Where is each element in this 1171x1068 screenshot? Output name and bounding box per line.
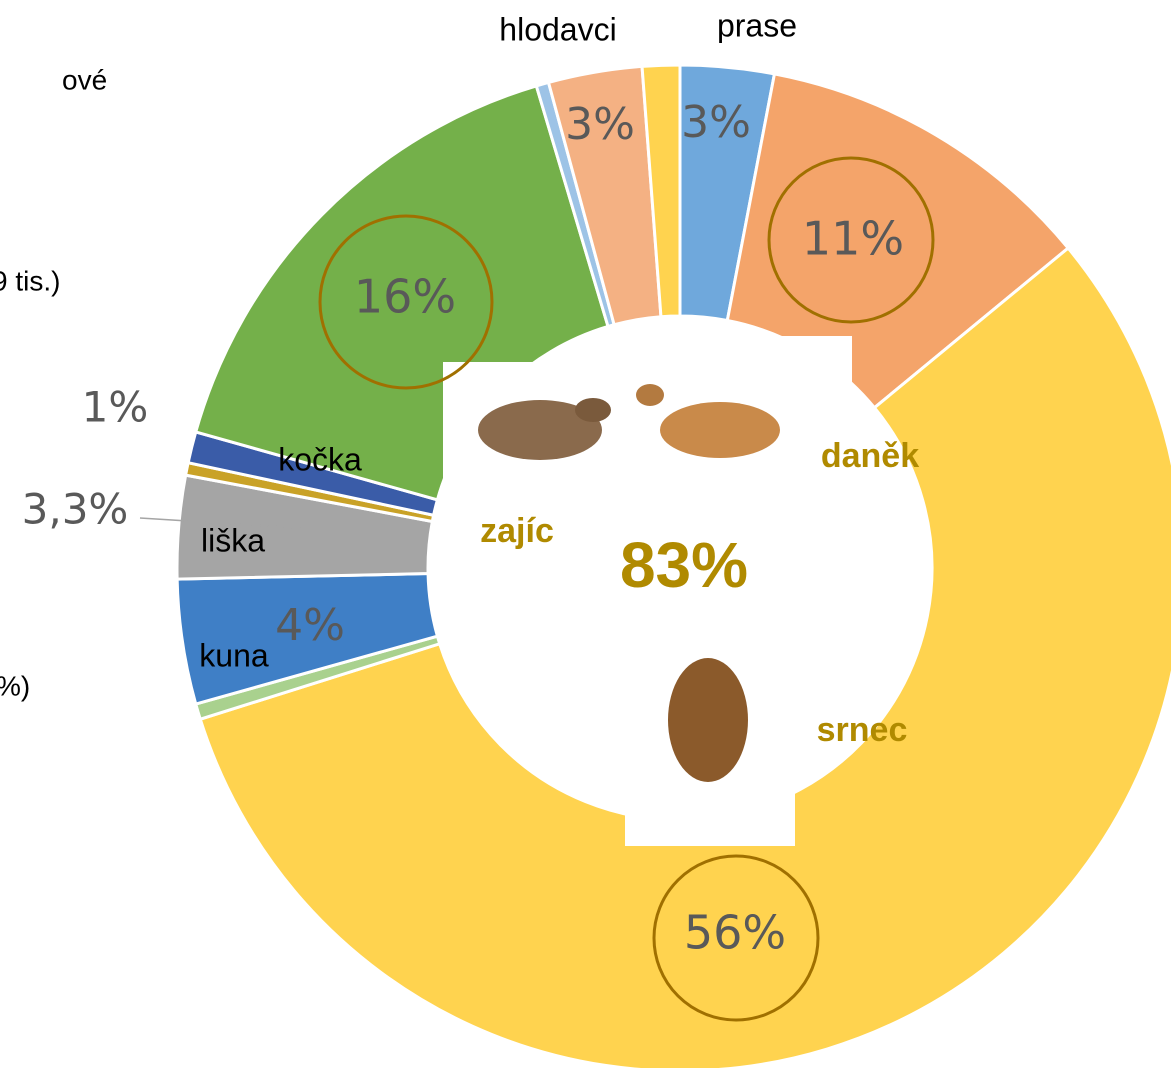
hare-head	[575, 398, 611, 422]
category-label: zajíc	[480, 512, 554, 550]
center-label: 83%	[620, 529, 748, 601]
roe-deer-head	[668, 658, 748, 782]
value-label: 11%	[802, 212, 904, 266]
value-label: 56%	[684, 906, 786, 960]
slide: prase daněk srnec kuna liška kočka zajíc hlodav…	[0, 0, 1171, 1068]
category-label: prase	[717, 7, 797, 43]
deer-head	[636, 384, 664, 406]
value-label: 3%	[681, 97, 751, 148]
value-label: 3,3%	[22, 485, 129, 534]
value-label: 1%	[82, 383, 149, 432]
value-label: 4%	[275, 600, 345, 651]
side-text: 9 tis.)	[0, 265, 60, 296]
category-label: srnec	[817, 711, 908, 749]
value-label: 3%	[565, 99, 635, 150]
category-label: kočka	[278, 441, 362, 477]
category-label: kuna	[199, 637, 269, 673]
category-label: liška	[201, 522, 265, 558]
category-label: hlodavci	[499, 11, 616, 47]
deer-body	[660, 402, 780, 458]
category-label: daněk	[821, 437, 919, 475]
side-text: %)	[0, 670, 30, 701]
side-text: ové	[62, 64, 107, 95]
value-label: 16%	[354, 270, 456, 324]
